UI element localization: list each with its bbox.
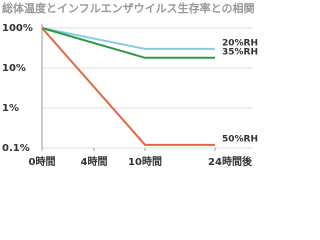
series-line — [41, 27, 215, 50]
series-label: 50%RH — [222, 134, 258, 144]
series-line — [41, 27, 215, 59]
series-label: 35%RH — [222, 47, 258, 57]
x-tick-label: 0時間 — [29, 155, 56, 168]
series-label: 20%RH — [222, 38, 258, 48]
y-tick-label: 1% — [2, 103, 19, 114]
y-tick-label: 10% — [2, 63, 26, 74]
x-tick-label: 4時間 — [81, 155, 108, 168]
y-tick-label: 0.1% — [2, 143, 30, 154]
x-tick-label: 24時間後 — [208, 155, 253, 168]
chart-title: 総体温度とインフルエンザウイルス生存率との相関 — [2, 1, 255, 15]
x-tick-label: 10時間 — [128, 155, 162, 168]
chart: 総体温度とインフルエンザウイルス生存率との相関 100% 10% 1% 0.1%0時間… — [2, 1, 258, 168]
y-tick-label: 100% — [2, 23, 33, 34]
series-line — [41, 27, 215, 146]
